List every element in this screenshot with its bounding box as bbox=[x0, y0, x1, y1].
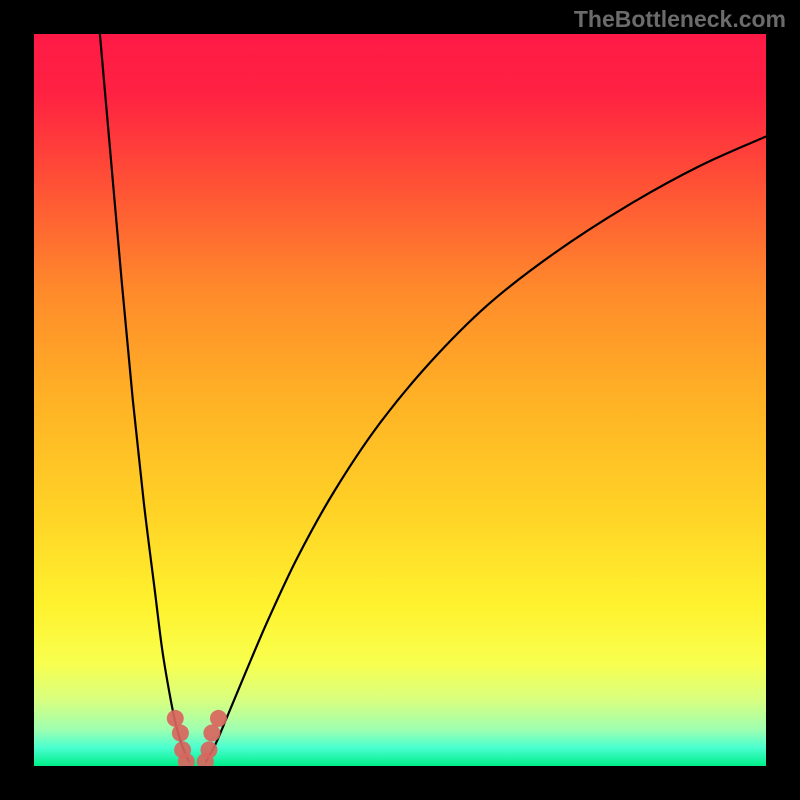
watermark-text: TheBottleneck.com bbox=[574, 6, 786, 33]
data-marker bbox=[210, 710, 227, 727]
data-marker bbox=[203, 725, 220, 742]
plot-area bbox=[34, 34, 766, 766]
curve-left bbox=[100, 34, 189, 762]
data-marker bbox=[200, 741, 217, 758]
chart-overlay-svg bbox=[34, 34, 766, 766]
data-marker bbox=[172, 725, 189, 742]
data-marker bbox=[167, 710, 184, 727]
figure-root: TheBottleneck.com bbox=[0, 0, 800, 800]
curve-right bbox=[206, 136, 766, 761]
